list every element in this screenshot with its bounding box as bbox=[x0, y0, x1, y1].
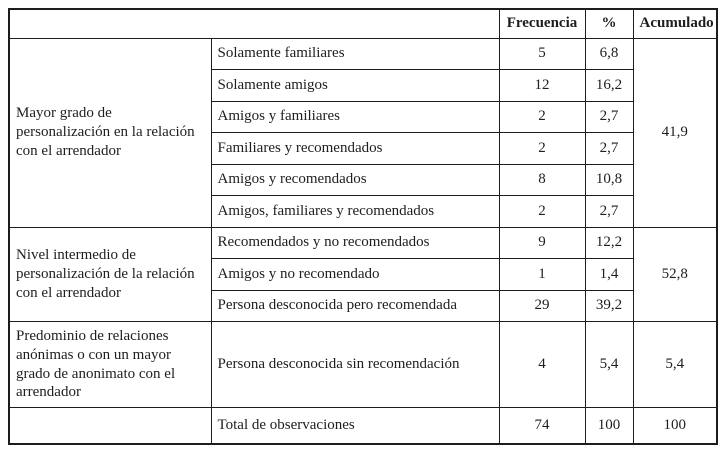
category-cell-group2: Nivel intermedio de personalización de l… bbox=[8, 226, 212, 322]
percent-cell: 2,7 bbox=[584, 195, 634, 228]
percent-cell: 16,2 bbox=[584, 69, 634, 102]
frecuencia-cell: 4 bbox=[498, 321, 586, 408]
table-row: Mayor grado de personalización en la rel… bbox=[8, 37, 718, 228]
frecuencia-cell: 2 bbox=[498, 100, 586, 133]
table-row: Predominio de relaciones anónimas o con … bbox=[8, 321, 718, 408]
subcategory-cell: Recomendados y no recomendados bbox=[210, 226, 500, 259]
category-cell-group3: Predominio de relaciones anónimas o con … bbox=[8, 321, 212, 408]
table-row: Nivel intermedio de personalización de l… bbox=[8, 226, 718, 322]
frecuencia-cell: 1 bbox=[498, 258, 586, 291]
header-frecuencia: Frecuencia bbox=[498, 8, 586, 39]
percent-cell: 5,4 bbox=[584, 321, 634, 408]
frecuencia-cell: 8 bbox=[498, 163, 586, 196]
subcategory-cell: Solamente amigos bbox=[210, 69, 500, 102]
table-row: Persona desconocida pero recomendada 29 … bbox=[9, 289, 717, 322]
table-row: Amigos y no recomendado 1 1,4 bbox=[9, 258, 717, 291]
category-cell-group1: Mayor grado de personalización en la rel… bbox=[8, 37, 212, 228]
total-row: Total de observaciones 74 100 100 bbox=[8, 407, 718, 444]
percent-cell: 2,7 bbox=[584, 100, 634, 133]
total-empty-cell bbox=[8, 407, 212, 444]
total-acumulado-cell: 100 bbox=[632, 407, 718, 444]
total-label-cell: Total de observaciones bbox=[210, 407, 500, 444]
subcategory-cell: Amigos y no recomendado bbox=[210, 258, 500, 291]
acumulado-cell-group3: 5,4 bbox=[632, 321, 718, 408]
header-percent: % bbox=[584, 8, 634, 39]
frecuencia-cell: 2 bbox=[498, 132, 586, 165]
table-row: Familiares y recomendados 2 2,7 bbox=[9, 132, 717, 165]
header-acumulado: Acumulado bbox=[632, 8, 718, 39]
frecuencia-cell: 2 bbox=[498, 195, 586, 228]
table-row: Amigos, familiares y recomendados 2 2,7 bbox=[9, 195, 717, 228]
percent-cell: 12,2 bbox=[584, 226, 634, 259]
percent-cell: 2,7 bbox=[584, 132, 634, 165]
subcategory-cell: Amigos, familiares y recomendados bbox=[210, 195, 500, 228]
subcategory-cell: Amigos y familiares bbox=[210, 100, 500, 133]
frecuencia-cell: 12 bbox=[498, 69, 586, 102]
subcategory-cell: Persona desconocida pero recomendada bbox=[210, 289, 500, 322]
subcategory-cell: Familiares y recomendados bbox=[210, 132, 500, 165]
percent-cell: 6,8 bbox=[584, 37, 634, 70]
table-row: Amigos y familiares 2 2,7 bbox=[9, 100, 717, 133]
acumulado-cell-group1: 41,9 bbox=[632, 37, 718, 228]
percent-cell: 1,4 bbox=[584, 258, 634, 291]
frequency-table: Frecuencia % Acumulado Mayor grado de pe… bbox=[8, 8, 718, 445]
frecuencia-cell: 29 bbox=[498, 289, 586, 322]
subcategory-cell: Persona desconocida sin recomendación bbox=[210, 321, 500, 408]
percent-cell: 39,2 bbox=[584, 289, 634, 322]
table-row: Amigos y recomendados 8 10,8 bbox=[9, 163, 717, 196]
table-row: Solamente amigos 12 16,2 bbox=[9, 69, 717, 102]
frecuencia-cell: 9 bbox=[498, 226, 586, 259]
total-frecuencia-cell: 74 bbox=[498, 407, 586, 444]
header-empty-cell bbox=[8, 8, 500, 39]
total-percent-cell: 100 bbox=[584, 407, 634, 444]
header-row: Frecuencia % Acumulado bbox=[8, 8, 718, 39]
frecuencia-cell: 5 bbox=[498, 37, 586, 70]
acumulado-cell-group2: 52,8 bbox=[632, 226, 718, 322]
subcategory-cell: Amigos y recomendados bbox=[210, 163, 500, 196]
percent-cell: 10,8 bbox=[584, 163, 634, 196]
subcategory-cell: Solamente familiares bbox=[210, 37, 500, 70]
